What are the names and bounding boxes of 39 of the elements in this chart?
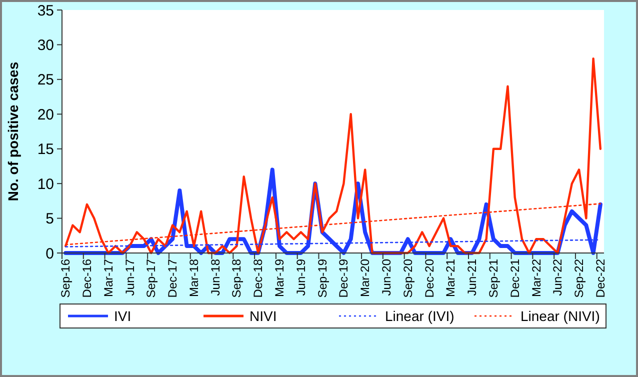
x-tick-label: Dec-19 xyxy=(336,258,351,298)
y-tick-label: 10 xyxy=(37,176,54,193)
x-tick-label: Sep-19 xyxy=(315,258,330,298)
x-tick-label: Dec-22 xyxy=(593,258,608,298)
x-tick-label: Mar-21 xyxy=(444,258,458,298)
y-axis-title: No. of positive cases xyxy=(5,62,21,202)
x-tick-label: Mar-19 xyxy=(272,258,287,298)
y-tick-label: 15 xyxy=(37,141,54,158)
x-tick-label: Dec-21 xyxy=(508,258,522,298)
y-tick-label: 20 xyxy=(37,106,54,124)
x-tick-label: Dec-17 xyxy=(166,258,180,298)
x-tick-label: Jun-21 xyxy=(465,258,480,296)
x-tick-label: Mar-22 xyxy=(529,258,544,298)
y-tick-label: 35 xyxy=(37,2,54,20)
x-tick-label: Jun-22 xyxy=(550,258,565,296)
x-tick-label: Jun-18 xyxy=(208,258,222,296)
x-tick-label: Dec-16 xyxy=(80,258,94,298)
legend-label: NIVI xyxy=(250,308,277,324)
x-tick-label: Sep-22 xyxy=(572,258,586,298)
y-tick-label: 5 xyxy=(46,210,54,228)
x-tick-label: Mar-18 xyxy=(186,258,201,298)
y-tick-label: 0 xyxy=(46,245,54,262)
x-tick-label: Mar-17 xyxy=(101,258,116,298)
legend-label: Linear (NIVI) xyxy=(520,308,600,324)
y-tick-label: 25 xyxy=(37,72,54,89)
x-tick-label: Jun-17 xyxy=(122,258,137,296)
x-tick-label: Sep-18 xyxy=(230,258,244,298)
y-tick-label: 30 xyxy=(37,36,54,54)
x-tick-label: Mar-20 xyxy=(358,258,372,298)
x-tick-label: Sep-17 xyxy=(144,258,158,298)
x-tick-label: Sep-20 xyxy=(400,258,415,298)
legend-label: Linear (IVI) xyxy=(385,308,454,324)
legend-label: IVI xyxy=(114,308,132,324)
x-tick-label: Dec-20 xyxy=(422,258,436,298)
x-tick-label: Dec-18 xyxy=(251,258,266,298)
x-tick-label: Sep-16 xyxy=(58,258,73,298)
x-tick-label: Jun-19 xyxy=(294,258,308,296)
x-tick-label: Sep-21 xyxy=(486,258,500,298)
x-tick-label: Jun-20 xyxy=(379,258,394,296)
